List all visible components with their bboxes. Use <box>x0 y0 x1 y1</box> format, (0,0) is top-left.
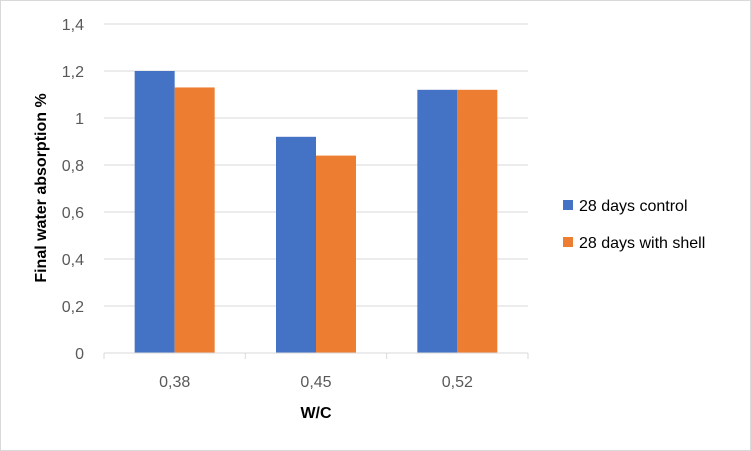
bars <box>134 71 498 354</box>
y-tick-labels: 0 0,2 0,4 0,6 0,8 1 1,2 1,4 <box>62 17 84 363</box>
legend-swatch-shell <box>563 237 573 247</box>
legend-label-control: 28 days control <box>579 198 688 215</box>
bar-control-0 <box>134 71 175 353</box>
axes <box>103 352 529 359</box>
y-tick-label: 0,6 <box>62 205 84 222</box>
y-tick-label: 1,2 <box>62 64 84 81</box>
y-tick-label: 1,4 <box>62 17 84 34</box>
bar-control-1 <box>276 136 316 353</box>
x-tick-labels: 0,38 0,45 0,52 <box>159 374 473 391</box>
y-tick-label: 0 <box>75 346 84 363</box>
bar-shell-1 <box>316 155 356 353</box>
legend: 28 days control 28 days with shell <box>563 198 705 252</box>
legend-swatch-control <box>563 200 573 210</box>
bar-control-2 <box>417 89 458 354</box>
legend-label-shell: 28 days with shell <box>579 235 705 252</box>
x-tick-label: 0,38 <box>159 374 190 391</box>
y-tick-label: 0,4 <box>62 252 84 269</box>
bar-shell-0 <box>174 87 215 353</box>
x-tick-label: 0,52 <box>442 374 473 391</box>
x-axis-title: W/C <box>300 405 332 422</box>
y-tick-label: 0,2 <box>62 299 84 316</box>
x-tick-label: 0,45 <box>300 374 331 391</box>
y-tick-label: 1 <box>75 111 84 128</box>
y-tick-label: 0,8 <box>62 158 84 175</box>
bar-shell-2 <box>457 89 498 354</box>
y-axis-title: Final water absorption % <box>33 93 50 282</box>
